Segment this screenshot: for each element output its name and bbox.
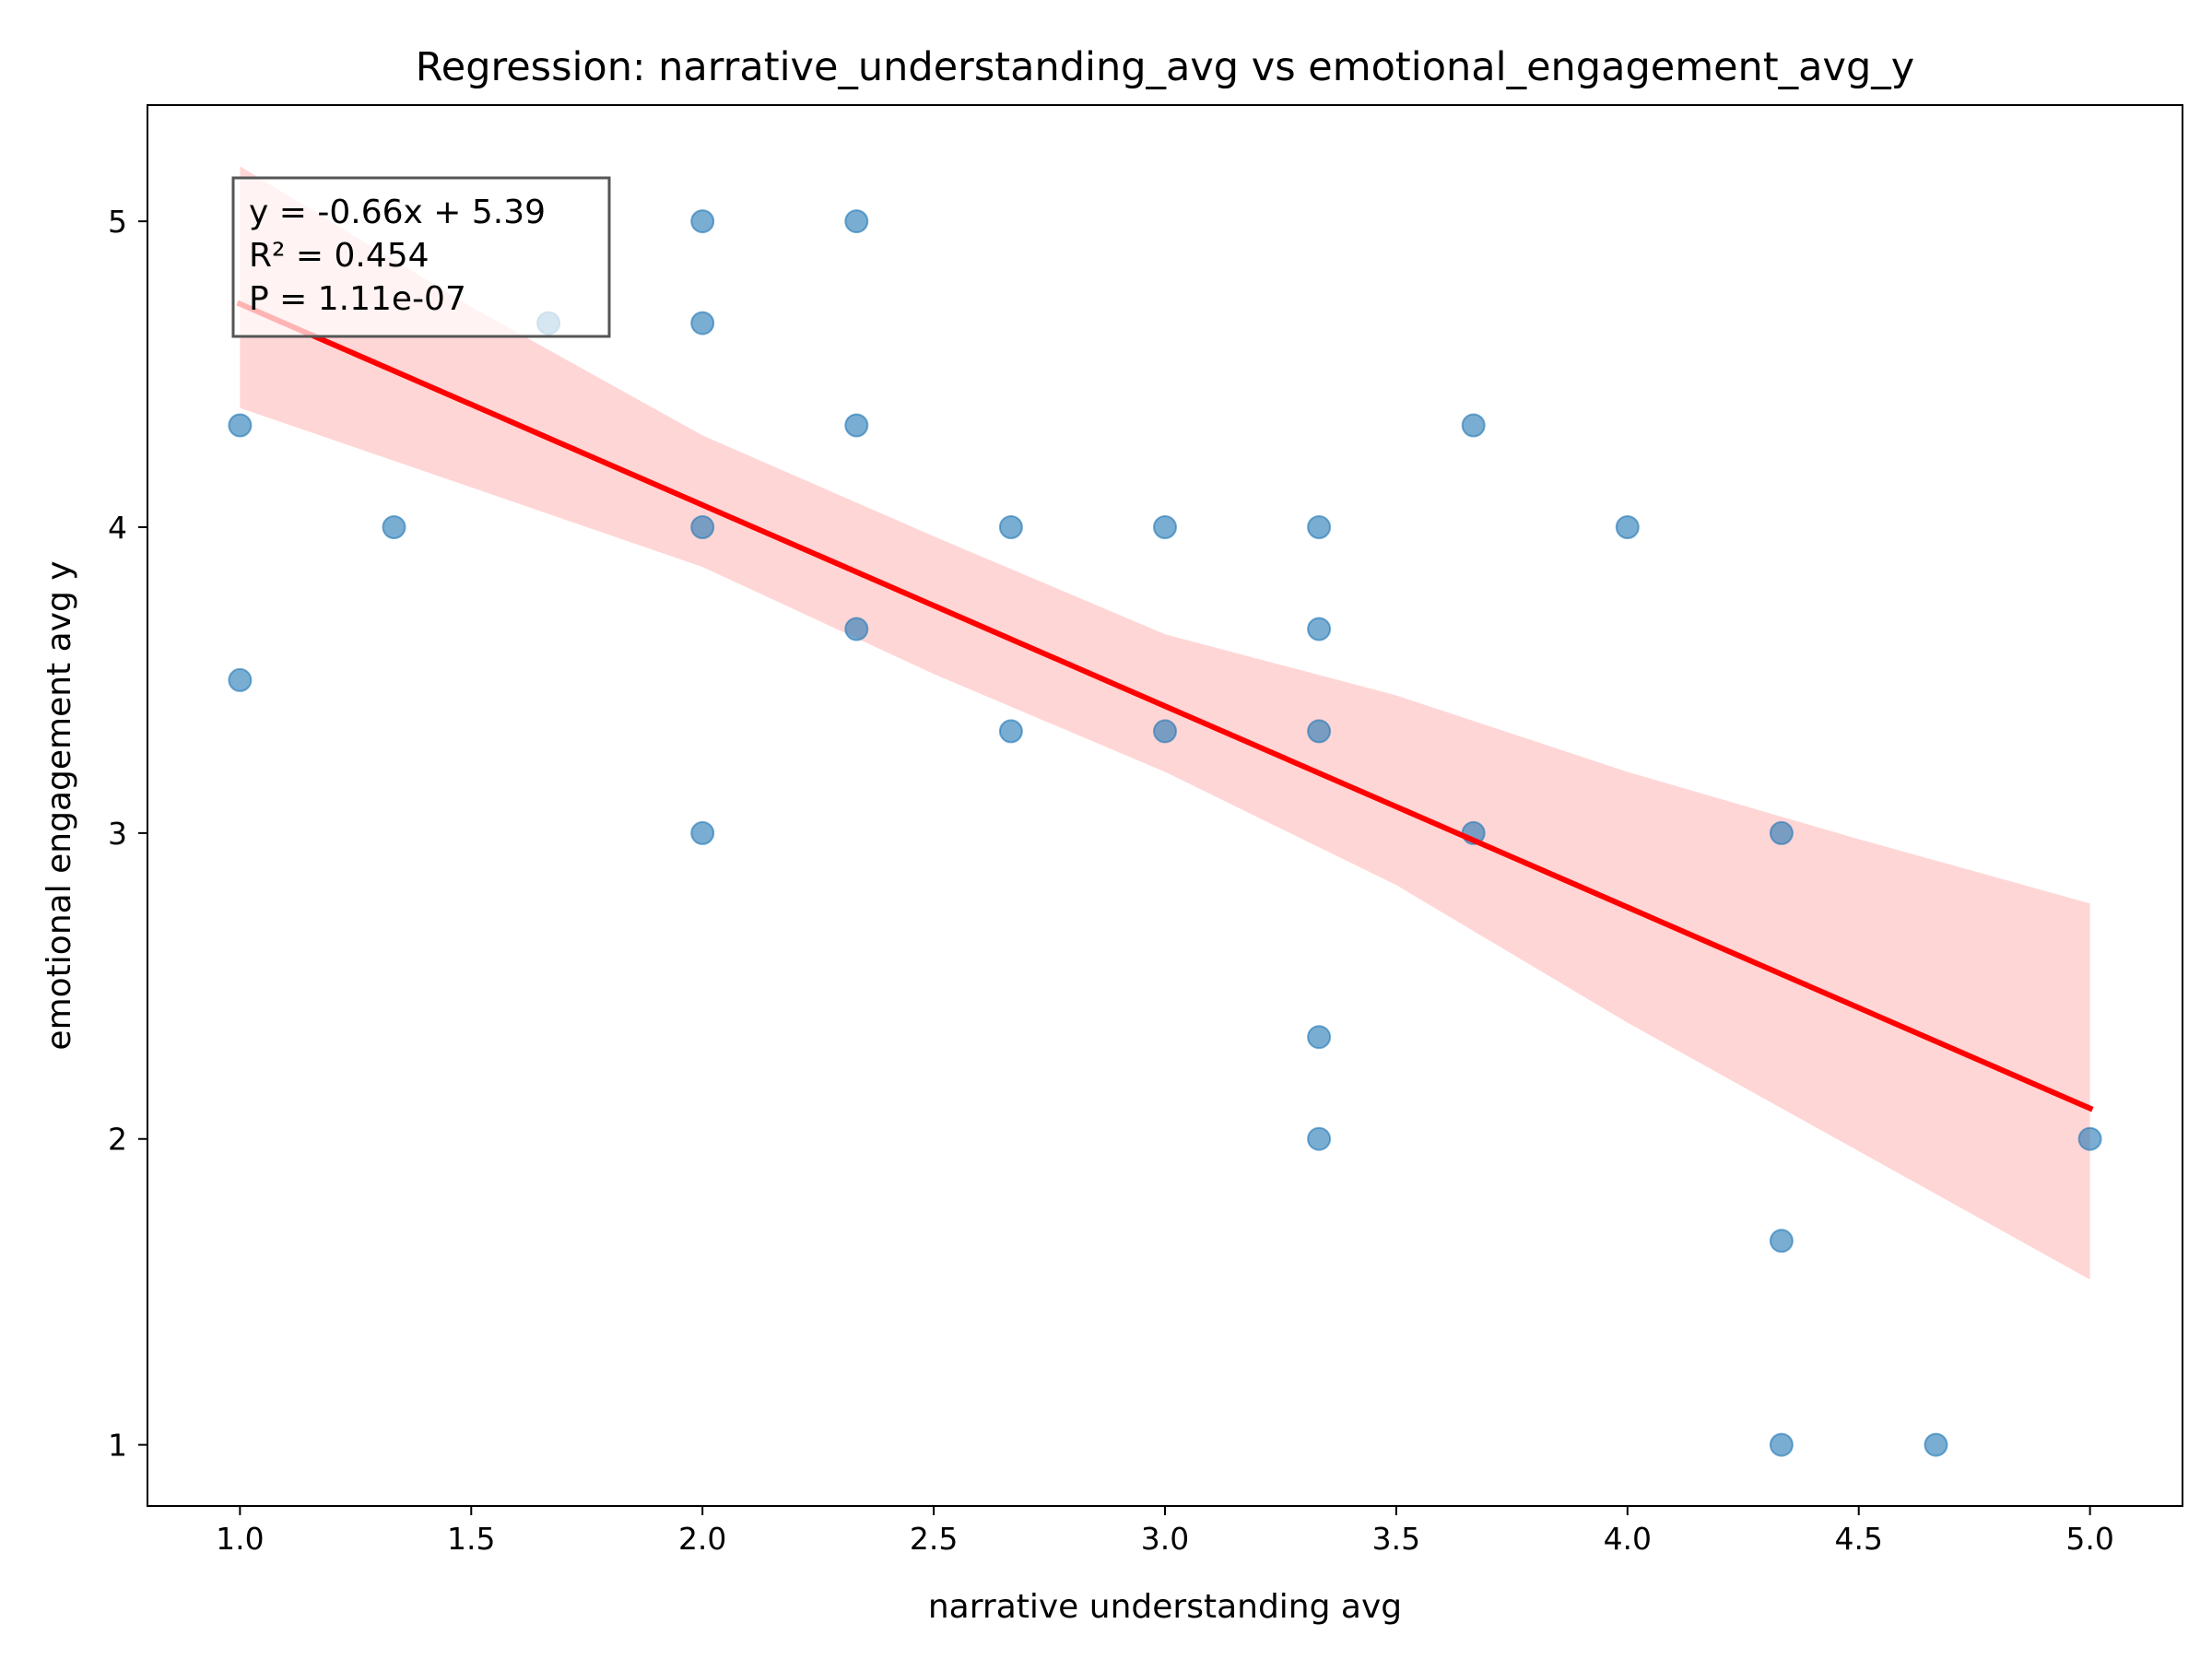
scatter-point [1307,719,1332,744]
scatter-point [228,413,253,438]
scatter-point [1769,1229,1794,1253]
scatter-point [1307,617,1332,641]
scatter-point [690,311,715,335]
regression-line [236,300,2094,1112]
y-tick-label: 2 [108,1122,127,1158]
stats-box-frame [231,176,611,338]
scatter-point [228,667,253,692]
y-tick-label: 1 [108,1428,127,1464]
chart-title: Regression: narrative_understanding_avg … [416,44,1914,90]
x-tick-label: 3.5 [1372,1521,1420,1557]
y-axis-title: emotional engagement avg y [41,560,78,1050]
scatter-point [998,719,1023,744]
scatter-point [1307,515,1332,539]
stats-equation: y = -0.66x + 5.39 [249,194,546,231]
x-tick-label: 2.0 [678,1521,726,1557]
stats-p-value: P = 1.11e-07 [249,280,466,318]
scatter-point [382,515,406,539]
x-tick-label: 5.0 [2065,1521,2113,1557]
scatter-point [1307,1025,1332,1050]
x-axis-ticks: 1.0 1.5 2.0 2.5 3.0 3.5 4.0 4.5 5.0 [216,1506,2114,1557]
stats-r-squared: R² = 0.454 [249,237,429,275]
regression-stats-box: y = -0.66x + 5.39 R² = 0.454 P = 1.11e-0… [231,176,611,338]
scatter-point [1615,515,1640,539]
scatter-point [1461,413,1486,438]
scatter-point [690,515,715,539]
scatter-point [1153,515,1177,539]
x-tick-label: 3.0 [1141,1521,1189,1557]
scatter-point [1924,1432,1948,1457]
scatter-point [844,617,869,641]
x-tick-label: 2.5 [910,1521,958,1557]
regression-line-layer [236,300,2094,1112]
scatter-point [844,209,869,234]
scatter-point [1307,1126,1332,1151]
scatter-point [2077,1126,2102,1151]
scatter-point [844,413,869,438]
scatter-point [1769,820,1794,845]
y-axis-ticks: 1 2 3 4 5 [108,204,147,1464]
x-tick-label: 1.5 [447,1521,495,1557]
y-tick-label: 5 [108,204,127,240]
x-axis-title: narrative understanding avg [928,1588,1402,1626]
x-tick-label: 4.5 [1834,1521,1882,1557]
y-tick-label: 3 [108,816,127,852]
x-tick-label: 4.0 [1604,1521,1652,1557]
scatter-point [998,515,1023,539]
scatter-point [1769,1432,1794,1457]
y-tick-label: 4 [108,510,127,546]
scatter-point [690,209,715,234]
scatter-point [690,820,715,845]
scatter-point [1153,719,1177,744]
x-tick-label: 1.0 [216,1521,264,1557]
